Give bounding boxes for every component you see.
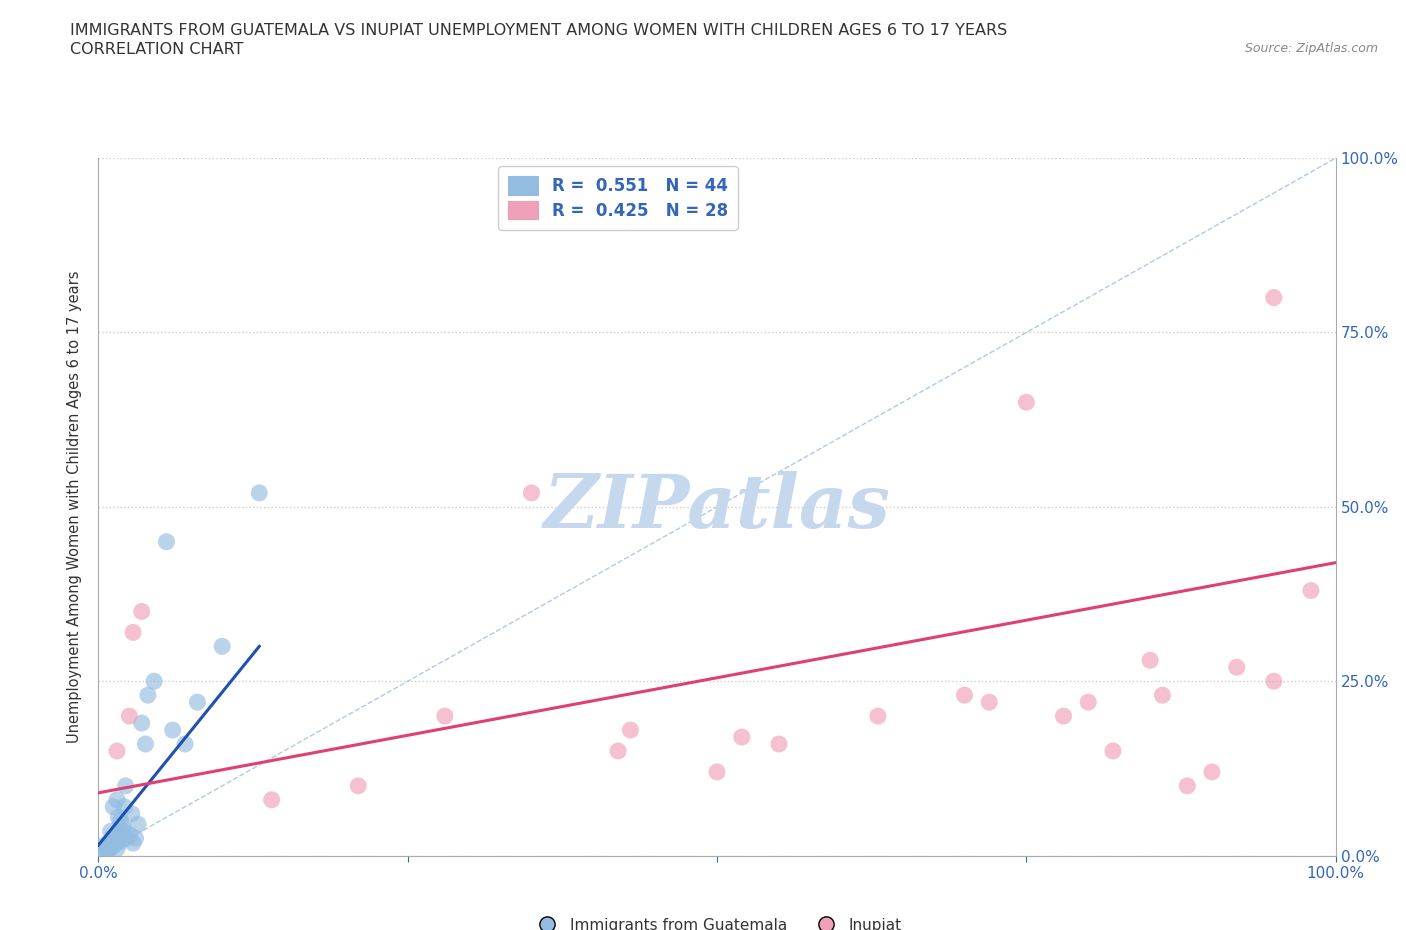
Point (110, 813, 132, 829)
Point (1077, 695, 1099, 710)
Point (162, 723, 184, 737)
Point (124, 830, 146, 845)
Text: CORRELATION CHART: CORRELATION CHART (70, 42, 243, 57)
Point (121, 806, 143, 821)
Point (105, 834, 128, 849)
Point (866, 709, 889, 724)
Point (1299, 583, 1322, 598)
Point (93, 838, 115, 853)
Point (131, 604, 153, 619)
Point (112, 800, 135, 815)
Point (155, 534, 177, 549)
Point (115, 830, 138, 845)
Point (105, 792, 128, 807)
Point (607, 744, 630, 759)
Point (1102, 744, 1125, 759)
Point (100, 824, 122, 839)
Point (101, 838, 124, 853)
Point (1263, 290, 1285, 305)
Point (103, 838, 125, 853)
Point (1015, 394, 1038, 409)
Point (1201, 764, 1223, 779)
Point (112, 824, 135, 839)
Point (136, 688, 159, 703)
Legend: Immigrants from Guatemala, Inupiat: Immigrants from Guatemala, Inupiat (526, 911, 908, 930)
Y-axis label: Unemployment Among Women with Children Ages 6 to 17 years: Unemployment Among Women with Children A… (67, 271, 83, 743)
Point (118, 709, 141, 724)
Point (143, 673, 166, 688)
Point (433, 709, 456, 724)
Point (111, 829, 134, 844)
Point (97, 838, 120, 853)
Point (118, 828, 141, 843)
Point (1139, 653, 1161, 668)
Point (97, 843, 120, 857)
Point (114, 778, 136, 793)
Point (1263, 673, 1285, 688)
Point (979, 695, 1001, 710)
Point (105, 744, 128, 759)
Text: Source: ZipAtlas.com: Source: ZipAtlas.com (1244, 42, 1378, 55)
Point (101, 830, 124, 845)
Point (1152, 688, 1174, 703)
Point (247, 485, 270, 500)
Point (953, 688, 976, 703)
Point (260, 792, 283, 807)
Point (731, 729, 754, 744)
Point (134, 737, 156, 751)
Text: ZIPatlas: ZIPatlas (544, 471, 890, 543)
Point (96, 842, 118, 856)
Point (94, 844, 117, 859)
Point (520, 485, 543, 500)
Point (100, 840, 122, 855)
Point (347, 778, 370, 793)
Point (131, 716, 153, 731)
Point (110, 834, 132, 849)
Point (186, 695, 208, 710)
Point (103, 800, 125, 815)
Point (107, 810, 129, 825)
Point (211, 639, 233, 654)
Point (127, 817, 149, 831)
Point (108, 828, 131, 843)
Point (100, 834, 122, 849)
Point (122, 625, 145, 640)
Text: IMMIGRANTS FROM GUATEMALA VS INUPIAT UNEMPLOYMENT AMONG WOMEN WITH CHILDREN AGES: IMMIGRANTS FROM GUATEMALA VS INUPIAT UNE… (70, 23, 1008, 38)
Point (619, 723, 641, 737)
Point (1175, 778, 1198, 793)
Point (706, 764, 728, 779)
Point (105, 842, 128, 856)
Point (104, 836, 127, 850)
Point (112, 820, 135, 835)
Point (1052, 709, 1074, 724)
Point (174, 737, 197, 751)
Point (768, 737, 790, 751)
Point (98, 842, 121, 856)
Point (91, 844, 114, 859)
Point (1226, 660, 1249, 675)
Point (122, 836, 145, 850)
Point (103, 836, 125, 850)
